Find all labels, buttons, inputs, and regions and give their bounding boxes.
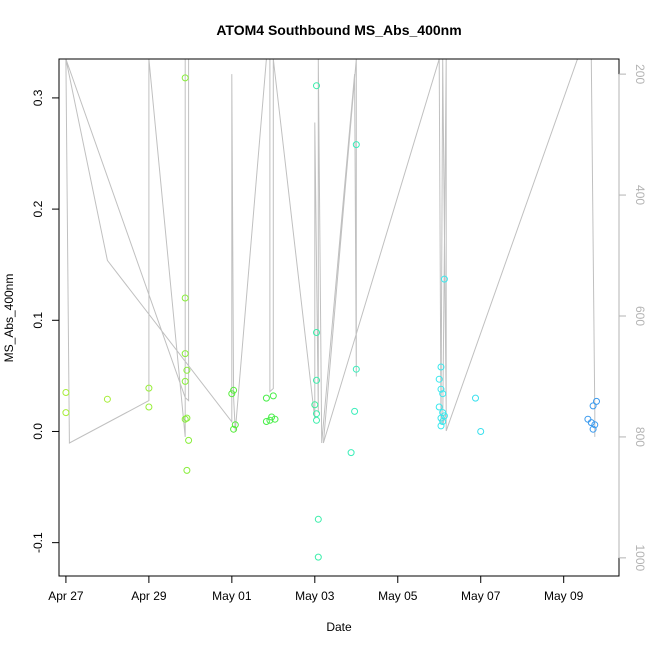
data-point — [103, 395, 111, 403]
data-point — [587, 419, 595, 427]
data-point — [183, 466, 191, 474]
data-point — [266, 416, 274, 424]
data-point — [183, 366, 191, 374]
data-point — [181, 377, 189, 385]
data-point — [145, 403, 153, 411]
chart-title: ATOM4 Southbound MS_Abs_400nm — [216, 22, 461, 38]
data-points — [62, 74, 600, 561]
data-point — [351, 407, 359, 415]
y2-tick-label: 800 — [633, 427, 647, 447]
y-axis-left: -0.1 0.0 0.1 0.2 0.3 — [31, 89, 59, 553]
y-axis-right: 200 400 600 800 1000 — [618, 64, 647, 572]
data-point — [269, 392, 277, 400]
data-point — [437, 422, 445, 430]
y-tick-label: 0.0 — [31, 423, 45, 440]
data-point — [437, 363, 445, 371]
data-point — [181, 350, 189, 358]
y-tick-label: 0.2 — [31, 200, 45, 217]
data-point — [262, 418, 270, 425]
x-tick-label: May 05 — [378, 589, 418, 603]
data-point — [183, 414, 191, 422]
data-point — [584, 415, 592, 423]
data-point — [185, 436, 193, 444]
data-point — [181, 415, 189, 423]
data-point — [347, 449, 355, 457]
data-point — [271, 415, 279, 423]
data-point — [593, 397, 600, 405]
data-point — [181, 74, 189, 82]
y-axis-label: MS_Abs_400nm — [2, 274, 16, 363]
data-point — [477, 428, 485, 435]
data-point — [591, 421, 599, 429]
data-point — [313, 410, 320, 418]
y2-tick-label: 200 — [633, 64, 647, 84]
data-point — [314, 515, 322, 523]
y2-tick-label: 600 — [633, 306, 647, 326]
x-axis-label: Date — [326, 620, 352, 634]
data-point — [439, 390, 447, 398]
data-point — [440, 275, 448, 283]
y-tick-label: 0.1 — [31, 312, 45, 329]
y-tick-label: 0.3 — [31, 89, 45, 106]
x-tick-label: May 07 — [461, 589, 501, 603]
track-line — [65, 58, 596, 444]
data-point — [472, 394, 479, 402]
data-point — [230, 386, 238, 394]
x-tick-label: May 09 — [544, 589, 584, 603]
data-point — [145, 384, 153, 392]
x-tick-label: Apr 29 — [131, 589, 167, 603]
data-point — [435, 403, 443, 411]
track-lines — [65, 58, 596, 444]
data-point — [437, 385, 445, 393]
data-point — [435, 375, 443, 383]
y2-tick-label: 1000 — [633, 545, 647, 572]
plot-frame — [58, 58, 620, 577]
data-point — [228, 390, 236, 398]
x-tick-label: May 01 — [212, 589, 252, 603]
data-point — [262, 394, 270, 402]
data-point — [230, 425, 238, 433]
data-point — [313, 376, 320, 384]
data-point — [314, 553, 322, 561]
data-point — [62, 389, 70, 396]
data-point — [311, 401, 319, 409]
x-tick-label: Apr 27 — [48, 589, 84, 603]
data-point — [439, 418, 447, 425]
data-point — [313, 416, 320, 424]
data-point — [352, 141, 360, 149]
x-tick-label: May 03 — [295, 589, 335, 603]
x-axis: Apr 27 Apr 29 May 01 May 03 May 05 May 07 May … — [48, 575, 584, 603]
y2-tick-label: 400 — [633, 185, 647, 205]
y-tick-label: -0.1 — [31, 532, 45, 553]
data-point — [62, 409, 70, 417]
data-point — [589, 402, 597, 410]
data-point — [352, 365, 360, 373]
data-point — [589, 425, 597, 433]
data-point — [313, 329, 320, 336]
data-point — [181, 294, 189, 302]
data-point — [313, 82, 320, 90]
data-point — [231, 421, 239, 429]
